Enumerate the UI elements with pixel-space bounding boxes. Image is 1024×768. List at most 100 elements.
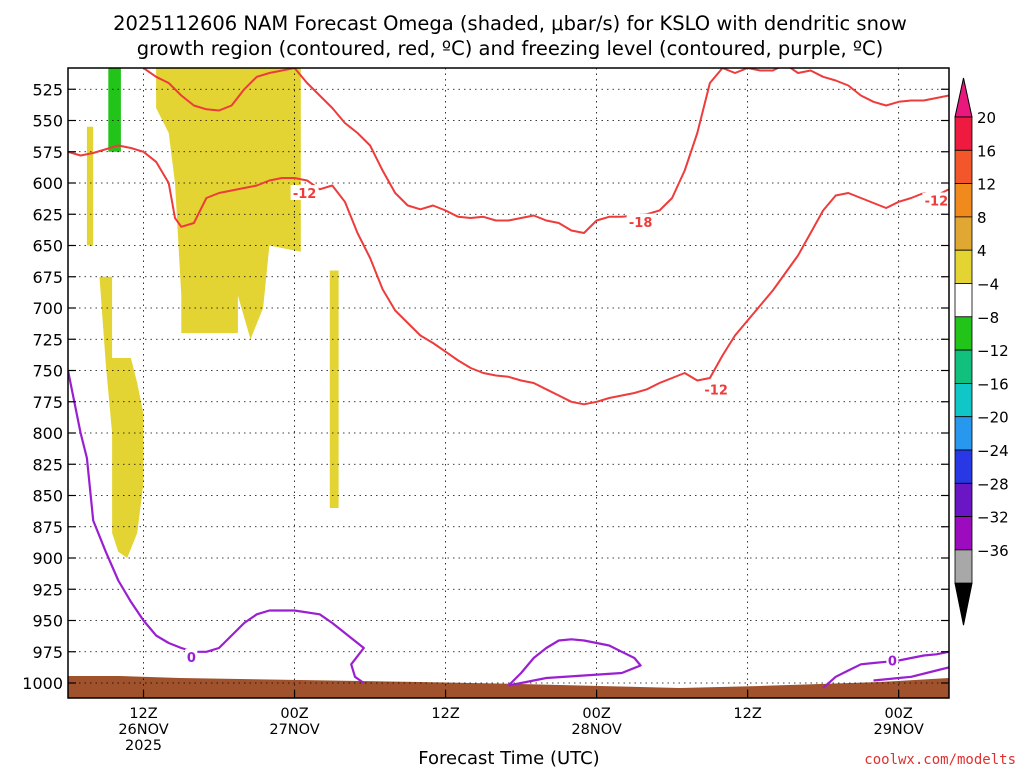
omega-region-5 [1012,68,1024,539]
y-axis: 525 550 575 600 625 650 675 700 725 750 775 800 825 8… [22,80,949,693]
y-tick-label-700: 700 [32,299,63,318]
x-tick-label-24-0: 12Z [431,706,459,722]
y-tick-label-850: 850 [32,487,63,506]
colorbar-label-7: −12 [977,342,1009,360]
y-tick-label-950: 950 [32,612,63,631]
colorbar-segment-2 [954,183,973,218]
plot-frame [67,67,950,699]
y-tick-label-825: 825 [32,455,63,474]
contour-label-bg-5 [886,652,899,668]
y-tick-label-725: 725 [32,330,63,349]
colorbar-segment-8 [954,382,973,418]
x-tick-label-12-0: 00Z [280,706,308,722]
contour-label-bg-2 [702,381,731,397]
y-tick-label-575: 575 [32,143,63,162]
x-tick-label-0-1: 26NOV [118,722,168,738]
omega-region-0 [156,68,301,340]
y-tick-label-1000: 1000 [22,674,63,693]
dgz-contour-upper [68,144,949,406]
colorbar-label-11: −28 [977,475,1009,493]
freezing-contour-right [822,650,949,689]
y-tick-label-775: 775 [32,393,63,412]
y-tick-label-650: 650 [32,237,63,256]
omega-region-2 [99,276,144,558]
terrain-fill [68,676,949,698]
colorbar-label-4: 4 [977,242,987,260]
colorbar-segment-12 [954,516,973,551]
contour-label-2: -12 [704,383,728,398]
colorbar-segment-4 [954,249,973,284]
x-tick-label-48-0: 12Z [733,706,761,722]
contour-label-bg-0 [290,185,319,200]
gridlines [68,68,949,698]
colorbar-segment-10 [954,449,973,484]
colorbar-label-13: −36 [977,542,1009,560]
x-tick-label-0-0: 12Z [129,706,157,722]
colorbar-bottom-arrow [954,582,973,626]
colorbar-label-2: 12 [977,176,996,194]
y-tick-label-750: 750 [32,362,63,381]
colorbar-segment-5 [954,283,973,318]
colorbar-segment-6 [954,316,973,351]
colorbar-segment-9 [954,416,973,451]
dgz-contour-top [722,68,949,107]
colorbar-label-0: 20 [977,109,996,127]
contour-label-4: 0 [187,651,196,666]
x-axis-label: Forecast Time (UTC) [418,748,599,768]
ground-terrain [68,676,949,698]
contour-label-bg-3 [922,192,951,208]
colorbar-top-arrow [954,77,973,118]
colorbar-label-5: −4 [977,276,999,294]
colorbar-label-12: −32 [977,509,1009,527]
colorbar-segment-3 [954,216,973,251]
freezing-contour-middle [507,638,642,687]
x-tick-label-0-2: 2025 [125,738,162,754]
contour-label-0: -12 [293,187,317,202]
contour-label-bg-1 [626,213,655,229]
contour-label-3: -12 [925,195,949,210]
colorbar: 20 16 12 8 4 −4 −8 −12 −16 −20 −24 −28 −32 −36 [954,77,1009,626]
y-tick-label-900: 900 [32,549,63,568]
y-tick-label-975: 975 [32,643,63,662]
contours [68,68,949,689]
colorbar-label-8: −16 [977,375,1009,393]
x-tick-label-36-1: 28NOV [571,722,621,738]
omega-region-4 [108,68,121,152]
omega-shading [86,68,1024,558]
colorbar-segment-13 [954,549,973,584]
chart-title-line-2: growth region (contoured, red, ºC) and f… [137,37,884,60]
y-tick-label-800: 800 [32,424,63,443]
y-tick-label-875: 875 [32,518,63,537]
colorbar-segment-7 [954,349,973,384]
omega-region-3 [329,270,339,508]
y-tick-label-675: 675 [32,268,63,287]
contour-label-bg-4 [185,648,198,664]
colorbar-label-3: 8 [977,209,987,227]
x-tick-label-36-0: 00Z [582,706,610,722]
contour-label-1: -18 [629,216,653,231]
y-tick-label-600: 600 [32,174,63,193]
contour-label-5: 0 [888,655,897,670]
colorbar-segment-0 [954,116,973,151]
colorbar-label-9: −20 [977,409,1009,427]
colorbar-segment-1 [954,149,973,185]
y-tick-label-625: 625 [32,205,63,224]
colorbar-label-6: −8 [977,309,999,327]
y-tick-label-925: 925 [32,580,63,599]
dgz-contour-middle [142,68,724,234]
colorbar-segment-11 [954,482,973,517]
colorbar-label-1: 16 [977,142,996,160]
y-tick-label-550: 550 [32,112,63,131]
y-tick-label-525: 525 [32,80,63,99]
chart-title-line-1: 2025112606 NAM Forecast Omega (shaded, μ… [113,12,907,35]
contour-labels: -12 -18 -12 -12 0 0 [185,185,951,670]
x-tick-label-60-0: 00Z [884,706,912,722]
freezing-contour-left [68,370,365,684]
x-tick-label-12-1: 27NOV [269,722,319,738]
x-tick-label-60-1: 29NOV [873,722,923,738]
omega-region-1 [86,126,94,246]
colorbar-label-10: −24 [977,442,1009,460]
credit-text: coolwx.com/modelts [864,752,1016,768]
